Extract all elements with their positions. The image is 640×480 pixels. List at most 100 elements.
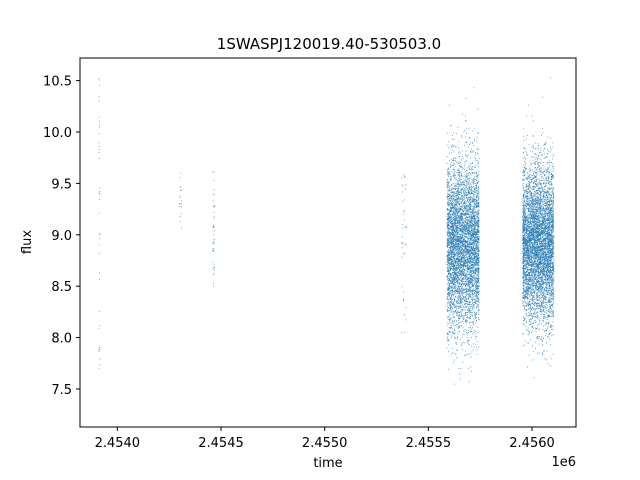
data-point bbox=[470, 295, 471, 297]
data-point bbox=[463, 185, 465, 187]
data-point bbox=[470, 204, 472, 205]
data-point bbox=[461, 264, 463, 266]
data-point bbox=[473, 215, 475, 217]
data-point bbox=[455, 258, 457, 260]
data-point bbox=[463, 230, 464, 232]
data-point bbox=[449, 196, 451, 198]
data-point bbox=[462, 288, 464, 290]
data-point bbox=[464, 342, 466, 344]
data-point bbox=[467, 298, 469, 300]
data-point bbox=[460, 303, 462, 305]
data-point bbox=[472, 182, 474, 184]
data-point bbox=[449, 245, 451, 247]
data-point bbox=[455, 184, 457, 186]
data-point bbox=[452, 233, 454, 235]
data-point bbox=[458, 296, 460, 298]
data-point bbox=[474, 213, 476, 215]
data-point bbox=[447, 132, 449, 134]
data-point bbox=[456, 229, 458, 230]
data-point bbox=[457, 240, 459, 242]
data-point bbox=[469, 168, 471, 170]
data-point bbox=[455, 215, 457, 217]
data-point bbox=[470, 261, 472, 263]
data-point bbox=[446, 310, 448, 312]
data-point bbox=[454, 273, 456, 275]
data-point bbox=[455, 244, 457, 246]
data-point bbox=[461, 201, 463, 203]
data-point bbox=[404, 226, 406, 228]
data-point bbox=[470, 205, 472, 207]
data-point bbox=[453, 207, 455, 209]
data-point bbox=[447, 280, 449, 282]
data-point bbox=[471, 316, 473, 317]
data-point bbox=[469, 186, 471, 188]
data-point bbox=[448, 319, 450, 321]
data-point bbox=[478, 282, 480, 284]
data-point bbox=[460, 245, 462, 247]
data-point bbox=[471, 240, 473, 242]
data-point bbox=[476, 206, 477, 208]
data-point bbox=[451, 302, 453, 304]
data-point bbox=[456, 266, 458, 268]
data-point bbox=[465, 210, 467, 212]
data-point bbox=[179, 203, 181, 205]
data-point bbox=[478, 257, 480, 258]
data-point bbox=[448, 274, 450, 276]
data-point bbox=[450, 322, 452, 324]
data-point bbox=[452, 243, 454, 245]
data-point bbox=[472, 272, 474, 274]
data-point bbox=[452, 237, 453, 239]
data-point bbox=[470, 204, 472, 206]
data-point bbox=[463, 256, 464, 258]
data-point bbox=[460, 300, 462, 302]
data-point bbox=[212, 206, 214, 208]
data-point bbox=[405, 307, 407, 308]
data-point bbox=[454, 239, 456, 241]
data-point bbox=[473, 211, 474, 213]
data-point bbox=[467, 293, 468, 295]
data-point bbox=[476, 285, 478, 287]
data-point bbox=[461, 280, 462, 282]
data-point bbox=[466, 289, 468, 291]
data-point bbox=[458, 220, 460, 222]
data-point bbox=[98, 327, 100, 329]
data-point bbox=[453, 301, 455, 303]
data-point bbox=[458, 266, 460, 268]
data-point bbox=[449, 238, 451, 240]
data-point bbox=[471, 270, 473, 272]
data-point bbox=[401, 191, 403, 193]
data-point bbox=[450, 198, 452, 200]
data-point bbox=[450, 302, 452, 304]
data-point bbox=[471, 281, 473, 283]
data-point bbox=[459, 256, 461, 258]
data-point bbox=[460, 325, 462, 327]
data-point bbox=[457, 236, 459, 238]
data-point bbox=[469, 273, 471, 275]
data-point bbox=[467, 281, 469, 282]
data-point bbox=[478, 299, 480, 301]
data-point bbox=[457, 238, 459, 240]
data-point bbox=[478, 313, 480, 315]
data-point bbox=[446, 195, 448, 197]
data-point bbox=[457, 293, 459, 295]
data-point bbox=[463, 193, 465, 195]
data-point bbox=[466, 169, 468, 171]
data-point bbox=[457, 172, 459, 174]
data-point bbox=[463, 263, 465, 265]
data-point bbox=[459, 215, 461, 217]
data-point bbox=[471, 301, 473, 303]
data-point bbox=[446, 195, 448, 197]
data-point bbox=[472, 218, 474, 220]
data-point bbox=[460, 260, 462, 262]
data-point bbox=[470, 198, 471, 200]
data-point bbox=[448, 263, 449, 265]
data-point bbox=[456, 216, 458, 218]
data-point bbox=[450, 184, 452, 186]
data-point bbox=[462, 279, 464, 281]
data-point bbox=[477, 249, 479, 251]
data-point bbox=[459, 261, 461, 263]
data-point bbox=[474, 229, 476, 231]
data-point bbox=[469, 266, 471, 268]
data-point bbox=[464, 247, 466, 249]
data-point bbox=[468, 202, 470, 203]
